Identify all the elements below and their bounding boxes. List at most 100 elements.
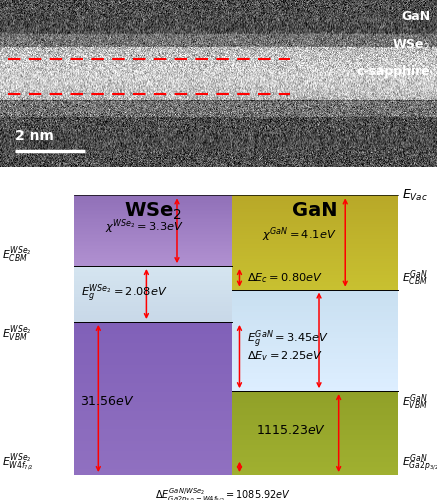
Bar (74, 206, 232, 207)
Bar (232, 208, 398, 210)
Bar (232, 416, 398, 418)
Bar (232, 452, 398, 453)
Bar (74, 260, 232, 262)
Bar (74, 371, 232, 374)
Bar (232, 262, 398, 263)
Bar (232, 422, 398, 423)
Bar (232, 276, 398, 278)
Bar (232, 222, 398, 224)
Bar (74, 420, 232, 423)
Text: $\Delta E_c=0.80eV$: $\Delta E_c=0.80eV$ (247, 271, 323, 284)
Bar (232, 271, 398, 272)
Bar (74, 226, 232, 228)
Bar (232, 205, 398, 207)
Bar (232, 248, 398, 250)
Bar (232, 433, 398, 434)
Bar (232, 410, 398, 412)
Bar (232, 373, 398, 375)
Bar (74, 362, 232, 365)
Bar (74, 288, 232, 290)
Bar (74, 304, 232, 305)
Bar (232, 428, 398, 430)
Bar (232, 404, 398, 406)
Bar (74, 200, 232, 201)
Bar (74, 222, 232, 224)
Bar (232, 326, 398, 328)
Text: $E_{W4f_{7/2}}^{WSe_2}$: $E_{W4f_{7/2}}^{WSe_2}$ (2, 451, 34, 473)
Bar (232, 203, 398, 205)
Bar (232, 394, 398, 396)
Bar (232, 379, 398, 381)
Bar (232, 468, 398, 470)
Bar (232, 398, 398, 400)
Bar (232, 207, 398, 208)
Bar (232, 322, 398, 324)
Bar (74, 402, 232, 404)
Bar (74, 350, 232, 352)
Bar (74, 404, 232, 407)
Bar (74, 313, 232, 314)
Bar (74, 311, 232, 312)
Bar (232, 354, 398, 356)
Bar (74, 263, 232, 264)
Bar (232, 442, 398, 443)
Bar (74, 254, 232, 255)
Bar (232, 254, 398, 256)
Bar (232, 328, 398, 330)
Bar (74, 426, 232, 429)
Bar (232, 472, 398, 474)
Bar (74, 239, 232, 240)
Bar (232, 231, 398, 233)
Bar (232, 214, 398, 216)
Bar (74, 460, 232, 462)
Bar (232, 235, 398, 237)
Bar (74, 215, 232, 216)
Bar (232, 252, 398, 254)
Bar (232, 334, 398, 336)
Text: $E_{Ga2p_{3/2}}^{GaN}$: $E_{Ga2p_{3/2}}^{GaN}$ (402, 452, 437, 473)
Bar (232, 294, 398, 296)
Bar (232, 443, 398, 445)
Bar (232, 423, 398, 424)
Bar (74, 244, 232, 245)
Bar (232, 377, 398, 379)
Bar (74, 232, 232, 234)
Bar (74, 302, 232, 303)
Text: $E_g^{GaN}=3.45eV$: $E_g^{GaN}=3.45eV$ (247, 330, 329, 351)
Bar (232, 324, 398, 326)
Bar (232, 292, 398, 294)
Bar (232, 298, 398, 300)
Bar (74, 293, 232, 294)
Bar (232, 260, 398, 262)
Bar (232, 201, 398, 203)
Bar (74, 448, 232, 450)
Bar (232, 450, 398, 452)
Bar (74, 234, 232, 235)
Bar (232, 414, 398, 416)
Bar (232, 436, 398, 438)
Bar (232, 306, 398, 308)
Bar (74, 258, 232, 259)
Bar (74, 225, 232, 226)
Bar (74, 228, 232, 230)
Bar (232, 418, 398, 420)
Bar (74, 346, 232, 350)
Bar (74, 212, 232, 214)
Bar (74, 312, 232, 313)
Bar (232, 448, 398, 450)
Bar (232, 426, 398, 428)
Bar (74, 286, 232, 288)
Bar (232, 371, 398, 373)
Bar (74, 442, 232, 444)
Bar (74, 321, 232, 322)
Bar (74, 322, 232, 325)
Bar (232, 438, 398, 440)
Bar (74, 358, 232, 362)
Bar (74, 214, 232, 215)
Bar (74, 238, 232, 239)
Bar (232, 228, 398, 230)
Bar (232, 280, 398, 282)
Text: $\chi^{GaN}=4.1eV$: $\chi^{GaN}=4.1eV$ (262, 226, 337, 244)
Text: $1115.23eV$: $1115.23eV$ (256, 424, 326, 436)
Bar (232, 362, 398, 364)
